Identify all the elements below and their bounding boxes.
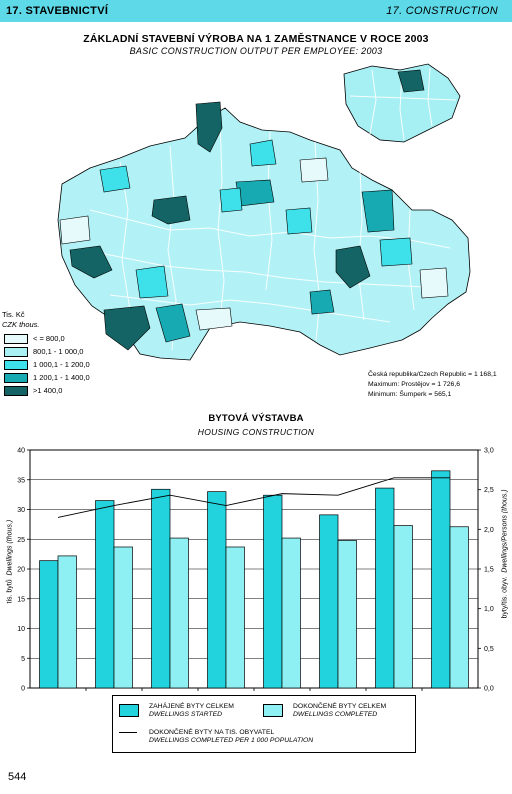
bar-completed bbox=[449, 526, 469, 689]
right-axis-label: byty/tis. obyv. Dwellings/Persons (thous… bbox=[501, 489, 509, 619]
bar-completed bbox=[393, 525, 413, 689]
legend-swatch bbox=[4, 386, 28, 396]
bar-completed bbox=[169, 537, 189, 689]
legend-completed: DOKONČENÉ BYTY CELKEM DWELLINGS COMPLETE… bbox=[293, 703, 387, 718]
line-per-population bbox=[57, 477, 450, 518]
legend-swatch-started bbox=[119, 704, 139, 717]
bar-started bbox=[207, 491, 227, 689]
chapter-title-en: 17. CONSTRUCTION bbox=[386, 5, 498, 17]
right-tick-label: 3,0 bbox=[484, 448, 494, 455]
map-title: ZÁKLADNÍ STAVEBNÍ VÝROBA NA 1 ZAMĚSTNANC… bbox=[83, 33, 429, 45]
bar-completed bbox=[225, 546, 245, 689]
map-legend-item: 1 000,1 - 1 200,0 bbox=[4, 360, 164, 370]
bar-started bbox=[263, 494, 283, 689]
map-stat-maximum: Maximum: Prostějov = 1 726,6 bbox=[368, 381, 460, 388]
map-legend-item: >1 400,0 bbox=[4, 386, 164, 396]
czech-republic-outline bbox=[57, 107, 471, 361]
map-legend-title: Tis. Kč CZK thous. bbox=[2, 310, 40, 329]
right-tick-label: 2,5 bbox=[484, 487, 494, 494]
left-tick-label: 0 bbox=[21, 686, 25, 693]
page-number: 544 bbox=[8, 771, 27, 783]
map-stat-czech-republic: Česká republika/Czech Republic = 1 168,1 bbox=[368, 371, 497, 378]
map-legend-item: 1 200,1 - 1 400,0 bbox=[4, 373, 164, 383]
left-tick-label: 40 bbox=[17, 448, 25, 455]
housing-chart: 05101520253035400,00,51,01,52,02,53,0199… bbox=[17, 448, 494, 693]
bar-started bbox=[95, 500, 115, 689]
bar-completed bbox=[57, 555, 77, 689]
left-axis-label: tis. bytů Dwellings (thous.) bbox=[6, 519, 14, 604]
right-tick-label: 0,5 bbox=[484, 646, 494, 653]
left-tick-label: 35 bbox=[17, 477, 25, 484]
legend-swatch bbox=[4, 334, 28, 344]
left-tick-label: 25 bbox=[17, 537, 25, 544]
right-tick-label: 1,5 bbox=[484, 567, 494, 574]
district-highlights bbox=[59, 69, 449, 351]
map-subtitle: BASIC CONSTRUCTION OUTPUT PER EMPLOYEE: … bbox=[129, 46, 383, 56]
left-tick-label: 10 bbox=[17, 626, 25, 633]
bar-completed bbox=[113, 546, 133, 689]
map-legend-item: < = 800,0 bbox=[4, 334, 164, 344]
bar-completed bbox=[337, 540, 357, 689]
bar-started bbox=[319, 514, 339, 689]
legend-swatch bbox=[4, 360, 28, 370]
legend-swatch-per-pop bbox=[119, 732, 137, 733]
bar-started bbox=[431, 470, 451, 689]
map-legend-item: 800,1 - 1 000,0 bbox=[4, 347, 164, 357]
bar-started bbox=[151, 488, 171, 689]
map-stat-minimum: Minimum: Šumperk = 565,1 bbox=[368, 391, 452, 398]
left-tick-label: 5 bbox=[21, 656, 25, 663]
chart-title: BYTOVÁ VÝSTAVBA bbox=[208, 413, 304, 424]
bar-started bbox=[375, 487, 395, 689]
right-tick-label: 0,0 bbox=[484, 686, 494, 693]
chart-subtitle: HOUSING CONSTRUCTION bbox=[197, 427, 315, 437]
bar-started bbox=[39, 560, 59, 689]
left-tick-label: 30 bbox=[17, 507, 25, 514]
district-map bbox=[57, 63, 471, 361]
page-header: 17. STAVEBNICTVÍ 17. CONSTRUCTION bbox=[0, 0, 512, 22]
left-tick-label: 20 bbox=[17, 567, 25, 574]
right-tick-label: 1,0 bbox=[484, 606, 494, 613]
legend-started: ZAHÁJENÉ BYTY CELKEM DWELLINGS STARTED bbox=[149, 703, 234, 718]
chapter-title-cz: 17. STAVEBNICTVÍ bbox=[6, 5, 109, 17]
left-tick-label: 15 bbox=[17, 596, 25, 603]
chart-legend: ZAHÁJENÉ BYTY CELKEM DWELLINGS STARTED D… bbox=[112, 695, 416, 753]
legend-swatch bbox=[4, 347, 28, 357]
right-tick-label: 2,0 bbox=[484, 527, 494, 534]
legend-swatch-completed bbox=[263, 704, 283, 717]
bar-completed bbox=[281, 537, 301, 689]
legend-swatch bbox=[4, 373, 28, 383]
legend-per-pop: DOKONČENÉ BYTY NA TIS. OBYVATEL DWELLING… bbox=[149, 729, 314, 744]
